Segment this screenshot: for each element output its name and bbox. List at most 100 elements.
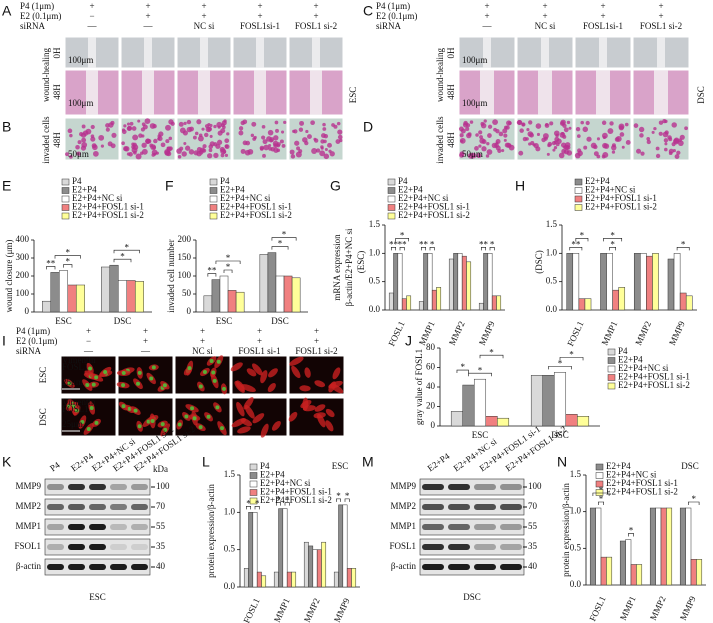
cell [601, 154, 606, 159]
cell-nucleus [133, 408, 138, 413]
y-tick-label: 1.5 [224, 469, 236, 479]
cell [307, 134, 312, 140]
legend-label: E2+P4 [220, 185, 245, 195]
y-tick-label: 200 [178, 234, 192, 244]
treatment-value: + [600, 1, 605, 11]
blot-band [47, 544, 64, 550]
row-label: DSC [38, 408, 48, 426]
legend-swatch [387, 212, 396, 220]
scale-label: 100μm [68, 55, 93, 65]
cell [298, 149, 303, 154]
legend-label: E2+P4+FOSL1 si-1 [260, 487, 332, 497]
bar [42, 300, 52, 313]
cell [93, 150, 99, 157]
cell [302, 137, 308, 143]
x-tick-label: DSC [114, 316, 132, 326]
cell [480, 121, 485, 126]
legend-label: E2+P4+NC si [618, 363, 669, 373]
treatment-value: + [143, 326, 148, 336]
cell [577, 134, 581, 138]
cell-nucleus [212, 378, 217, 383]
bar [259, 254, 269, 313]
cell [222, 150, 227, 154]
treatment-value: + [200, 326, 205, 336]
bar [462, 384, 475, 427]
cell [209, 123, 213, 128]
bar [685, 507, 692, 586]
significance-label: * [490, 239, 495, 249]
bar [461, 255, 467, 311]
kda-label: 100 [528, 481, 542, 491]
cell [293, 129, 298, 134]
treatment-value: + [89, 1, 94, 11]
y-tick-label: 1.0 [224, 506, 236, 516]
legend-label: E2+P4+FOSL1 si-2 [72, 210, 144, 220]
y-axis-label: protein expression/β-actin [206, 484, 216, 578]
scale-label: 100μm [462, 98, 487, 108]
bar [423, 253, 429, 311]
panel-label: L [202, 454, 210, 470]
treatment-row-label: siRNA [20, 21, 46, 31]
bar [406, 295, 412, 311]
wound-gap [657, 37, 665, 68]
y-tick-label: 0.5 [224, 544, 236, 554]
x-tick-label: MMP1 [618, 594, 638, 621]
treatment-value: — [87, 21, 98, 31]
cell [69, 155, 73, 159]
cell [269, 137, 275, 142]
cell [486, 149, 493, 155]
cell [483, 119, 487, 123]
significance-bracket [609, 247, 616, 251]
cell [263, 144, 270, 151]
cell [85, 128, 92, 135]
cell [186, 119, 192, 125]
significance-label: * [610, 230, 615, 240]
cell-nucleus [184, 414, 189, 419]
cell [530, 141, 535, 146]
y-tick-label: 0.5 [369, 276, 381, 286]
treatment-value: + [257, 336, 262, 346]
bar [577, 416, 590, 427]
treatment-row-label: siRNA [16, 346, 42, 356]
x-tick-label: DSC [271, 316, 289, 326]
cell [67, 128, 73, 134]
cell [290, 154, 296, 159]
blot-band [89, 524, 106, 530]
legend-swatch [574, 178, 583, 186]
panel-label: I [2, 333, 6, 349]
blot-band [110, 484, 127, 490]
cell [320, 139, 325, 144]
treatment-row-label: E2 (0.1μm) [376, 11, 417, 21]
blot-band [422, 564, 444, 570]
y-axis-label: mRNA expression [332, 234, 342, 301]
cell [585, 120, 590, 126]
wound-gap [310, 70, 322, 115]
cell-nucleus [190, 406, 195, 411]
significance-label: * [400, 230, 405, 240]
bar [660, 507, 667, 586]
cell-nucleus [80, 419, 85, 424]
cell [121, 141, 125, 146]
cell [281, 143, 286, 148]
legend-swatch [209, 204, 218, 211]
y-tick-label: 100 [178, 270, 192, 280]
legend-swatch [249, 472, 258, 479]
cell [320, 145, 324, 149]
legend-label: E2+P4 [606, 461, 631, 471]
cell [459, 133, 464, 138]
cell [274, 120, 279, 125]
cell [238, 126, 244, 131]
wound-gap [142, 70, 154, 115]
significance-label: ** [389, 239, 399, 249]
bar [584, 298, 592, 311]
cell [466, 132, 472, 139]
cell [535, 123, 542, 129]
cell-vimentin [230, 362, 243, 372]
wound-gap [480, 70, 494, 115]
cell [199, 147, 205, 153]
blot-band [68, 504, 85, 510]
cell [582, 126, 589, 133]
treatment-value: + [313, 1, 318, 11]
significance-label: ** [46, 258, 56, 268]
cell [462, 122, 469, 128]
